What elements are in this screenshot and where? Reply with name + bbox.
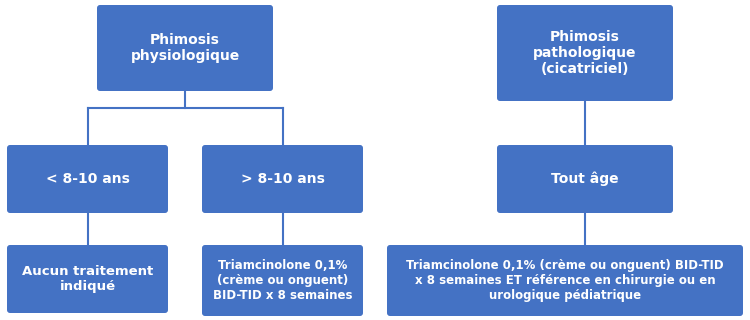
FancyBboxPatch shape	[202, 245, 363, 316]
Text: Phimosis
physiologique: Phimosis physiologique	[130, 33, 240, 63]
FancyBboxPatch shape	[387, 245, 743, 316]
FancyBboxPatch shape	[497, 145, 673, 213]
Text: Aucun traitement
indiqué: Aucun traitement indiqué	[22, 265, 153, 293]
FancyBboxPatch shape	[7, 245, 168, 313]
Text: Phimosis
pathologique
(cicatriciel): Phimosis pathologique (cicatriciel)	[533, 30, 637, 76]
Text: Triamcinolone 0,1% (crème ou onguent) BID-TID
x 8 semaines ET référence en chiru: Triamcinolone 0,1% (crème ou onguent) BI…	[406, 259, 724, 302]
FancyBboxPatch shape	[97, 5, 273, 91]
Text: > 8-10 ans: > 8-10 ans	[241, 172, 325, 186]
FancyBboxPatch shape	[497, 5, 673, 101]
FancyBboxPatch shape	[7, 145, 168, 213]
FancyBboxPatch shape	[202, 145, 363, 213]
Text: < 8-10 ans: < 8-10 ans	[46, 172, 130, 186]
Text: Tout âge: Tout âge	[551, 172, 619, 186]
Text: Triamcinolone 0,1%
(crème ou onguent)
BID-TID x 8 semaines: Triamcinolone 0,1% (crème ou onguent) BI…	[213, 259, 352, 302]
